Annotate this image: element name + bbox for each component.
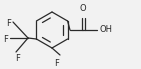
Text: F: F <box>55 59 60 68</box>
Text: F: F <box>3 35 8 45</box>
Text: F: F <box>6 18 11 28</box>
Text: F: F <box>16 54 20 63</box>
Text: OH: OH <box>100 26 113 34</box>
Text: O: O <box>80 4 86 13</box>
